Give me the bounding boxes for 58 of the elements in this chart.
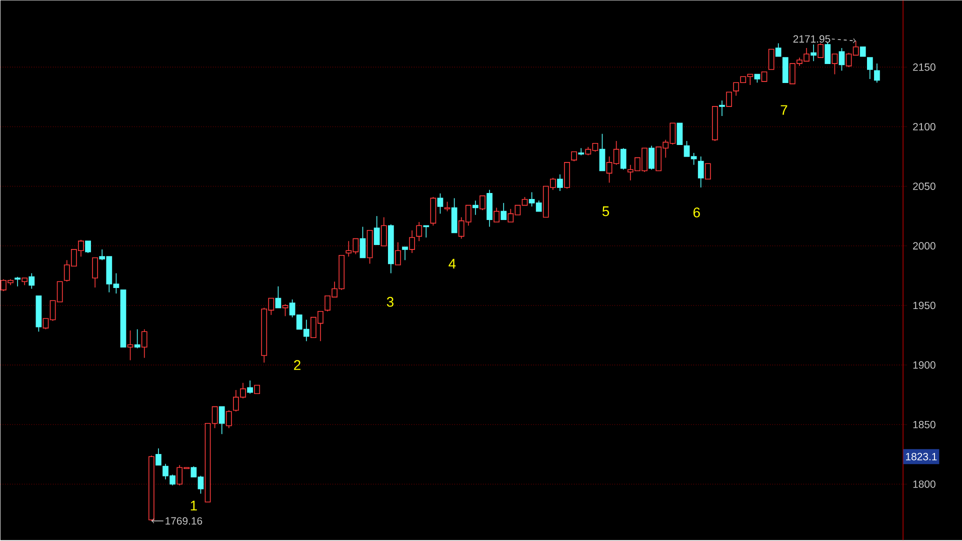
y-tick-label: 2050 <box>913 182 936 190</box>
candlestick <box>218 406 225 435</box>
candlestick <box>698 156 704 188</box>
candlestick <box>500 202 507 220</box>
candlestick <box>726 92 732 108</box>
y-tick-label: 1850 <box>913 421 936 428</box>
candlestick <box>874 63 880 84</box>
annotation: 7 <box>780 105 788 116</box>
candlestick <box>120 290 126 348</box>
candlestick <box>374 216 380 246</box>
candlestick <box>409 230 415 254</box>
annotation: 6 <box>693 208 700 218</box>
candlestick <box>860 46 866 58</box>
candlestick <box>557 174 563 192</box>
annotation: 1769.16 <box>166 517 202 525</box>
annotation: 4 <box>448 259 456 269</box>
candlestick <box>761 72 768 82</box>
candlestick <box>578 148 584 156</box>
candlestick <box>810 44 817 62</box>
candlestick <box>775 43 782 58</box>
candlestick <box>127 330 134 361</box>
annotation: 2171.95 <box>793 35 830 43</box>
candlestick <box>92 258 98 288</box>
candlestick <box>254 385 260 394</box>
candlestick <box>395 242 401 266</box>
candlestick <box>866 57 873 80</box>
candlestick <box>156 448 162 466</box>
candlestick <box>380 217 387 246</box>
candlestick <box>472 200 478 216</box>
candlestick <box>494 208 500 223</box>
candlestick <box>719 100 725 117</box>
candlestick <box>832 54 838 75</box>
candlestick <box>676 122 683 146</box>
y-tick-label: 1900 <box>913 362 936 369</box>
y-tick-label: 1800 <box>913 480 936 488</box>
y-tick-label: 2100 <box>913 123 936 131</box>
candlestick <box>416 222 422 242</box>
candlestick <box>782 57 788 84</box>
y-tick-label: 2150 <box>913 64 936 72</box>
candlestick <box>275 286 282 308</box>
y-tick-label: 1950 <box>913 302 936 310</box>
y-tick-label: 2000 <box>913 242 936 250</box>
annotation: 1 <box>190 501 197 511</box>
candlestick <box>85 240 91 254</box>
candlestick <box>704 163 711 180</box>
candlestick <box>768 49 774 70</box>
candlestick <box>360 226 366 258</box>
text: 1823.1 <box>906 453 937 461</box>
candlestick <box>599 134 606 172</box>
candlestick <box>451 198 458 234</box>
candlestick <box>402 246 408 261</box>
annotation: 5 <box>602 206 610 216</box>
candlestick <box>423 225 430 238</box>
candlestick <box>22 278 28 286</box>
candlestick <box>486 190 492 228</box>
candlestick <box>712 106 718 142</box>
annotation: 2 <box>294 360 300 370</box>
annotation: 3 <box>386 297 394 308</box>
